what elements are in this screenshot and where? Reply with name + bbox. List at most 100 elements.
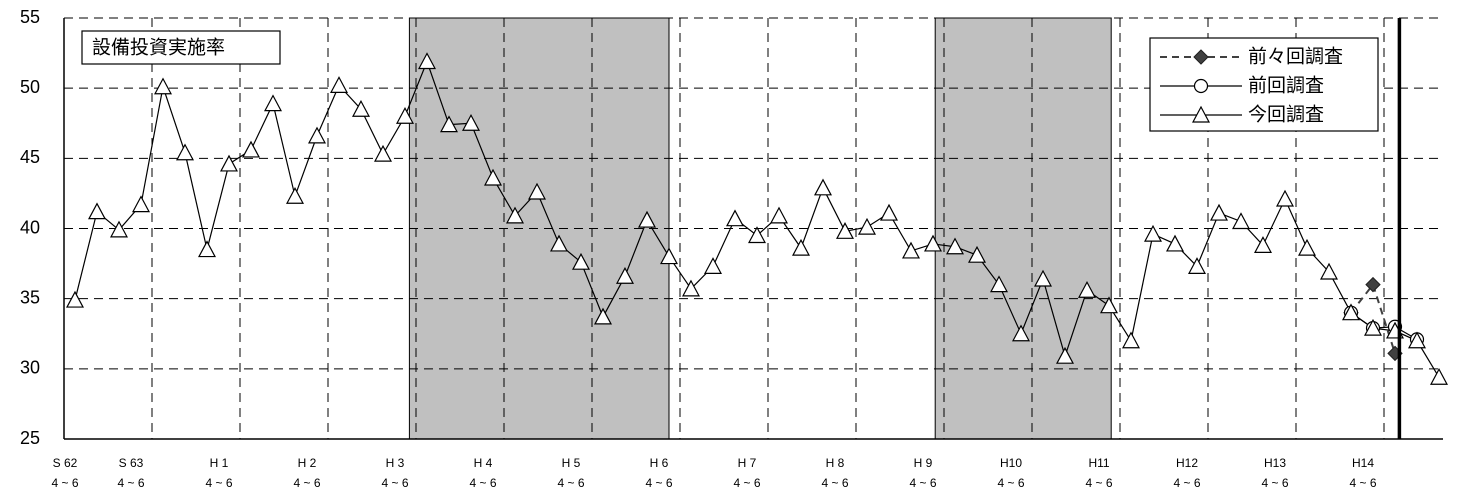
marker-triangle <box>902 241 920 259</box>
marker-triangle <box>286 186 304 204</box>
x-tick-sublabel: 4 ~ 6 <box>469 476 496 490</box>
marker-triangle <box>1298 238 1316 256</box>
marker-triangle <box>946 237 964 255</box>
x-tick-label: H 4 <box>474 456 493 470</box>
x-tick-sublabel: 4 ~ 6 <box>821 476 848 490</box>
x-tick-label: H11 <box>1088 456 1109 470</box>
x-tick-label: H 7 <box>738 456 757 470</box>
marker-triangle <box>462 113 480 131</box>
x-tick-sublabel: 4 ~ 6 <box>1261 476 1288 490</box>
marker-triangle <box>1122 331 1140 349</box>
marker-triangle <box>440 115 458 133</box>
x-tick-label: S 62 <box>53 456 78 470</box>
marker-triangle <box>1012 324 1030 342</box>
legend-label: 今回調査 <box>1248 104 1324 126</box>
marker-triangle <box>308 126 326 144</box>
marker-triangle <box>1056 346 1074 364</box>
marker-triangle <box>197 240 217 258</box>
marker-triangle <box>1320 262 1338 280</box>
x-tick-sublabel: 4 ~ 6 <box>205 476 232 490</box>
marker-triangle <box>968 245 986 263</box>
marker-triangle <box>506 206 524 224</box>
marker-triangle <box>858 217 876 235</box>
marker-triangle <box>418 52 436 70</box>
title-box <box>81 30 281 65</box>
marker-triangle <box>726 209 744 227</box>
x-tick-label: H 2 <box>298 456 317 470</box>
x-tick-sublabel: 4 ~ 6 <box>557 476 584 490</box>
marker-triangle <box>1100 296 1118 314</box>
y-tick-label: 35 <box>20 287 40 307</box>
y-tick-label: 55 <box>20 7 40 27</box>
marker-triangle <box>1188 257 1206 274</box>
legend-label: 前々回調査 <box>1248 46 1343 68</box>
y-tick-label: 40 <box>20 217 40 237</box>
marker-triangle <box>1254 236 1272 253</box>
marker-triangle <box>1034 269 1052 287</box>
x-tick-label: H 6 <box>650 456 669 470</box>
y-tick-label: 30 <box>20 358 40 378</box>
y-tick-label: 45 <box>20 147 40 167</box>
marker-triangle <box>396 106 414 124</box>
x-tick-sublabel: 4 ~ 6 <box>733 476 760 490</box>
marker-triangle <box>616 266 634 284</box>
x-tick-label: H 8 <box>826 456 845 470</box>
marker-triangle <box>220 154 238 172</box>
marker-triangle <box>924 234 942 252</box>
x-tick-sublabel: 4 ~ 6 <box>293 476 320 490</box>
shaded-period <box>408 17 670 440</box>
legend-label: 前回調査 <box>1248 75 1324 97</box>
marker-triangle <box>682 279 700 297</box>
y-tick-label: 25 <box>20 428 40 448</box>
marker-triangle <box>1408 331 1426 349</box>
marker-triangle <box>242 140 260 158</box>
x-tick-label: H 3 <box>386 456 405 470</box>
x-tick-label: H 5 <box>562 456 581 470</box>
x-tick-sublabel: 4 ~ 6 <box>1349 476 1376 490</box>
marker-triangle <box>880 203 898 221</box>
marker-triangle <box>990 275 1008 293</box>
marker-triangle <box>330 76 348 93</box>
marker-triangle <box>110 220 128 238</box>
x-tick-label: H10 <box>1000 456 1022 470</box>
marker-triangle <box>1192 105 1210 123</box>
x-tick-label: H12 <box>1176 456 1198 470</box>
marker-circle <box>1193 78 1209 94</box>
marker-triangle <box>176 143 194 161</box>
marker-triangle <box>704 257 722 274</box>
x-tick-label: H 1 <box>210 456 229 470</box>
x-tick-label: S 63 <box>119 456 144 470</box>
marker-triangle <box>264 94 282 112</box>
y-tick-label: 50 <box>20 77 40 97</box>
marker-triangle <box>1276 189 1294 207</box>
marker-triangle <box>1166 234 1184 252</box>
marker-triangle <box>352 99 370 117</box>
marker-triangle <box>1144 224 1162 242</box>
marker-triangle <box>1430 367 1448 385</box>
marker-triangle <box>1210 203 1228 221</box>
x-tick-sublabel: 4 ~ 6 <box>1173 476 1200 490</box>
marker-triangle <box>484 168 502 186</box>
marker-triangle <box>572 252 590 270</box>
x-tick-sublabel: 4 ~ 6 <box>909 476 936 490</box>
marker-triangle <box>792 238 810 256</box>
marker-triangle <box>66 290 84 308</box>
marker-triangle <box>154 77 172 95</box>
x-tick-sublabel: 4 ~ 6 <box>51 476 78 490</box>
x-tick-label: H13 <box>1264 456 1286 470</box>
marker-triangle <box>748 226 766 244</box>
marker-triangle <box>132 195 150 213</box>
marker-triangle <box>770 206 788 224</box>
marker-triangle <box>836 222 854 239</box>
marker-triangle <box>550 234 568 252</box>
marker-triangle <box>594 307 612 325</box>
x-tick-sublabel: 4 ~ 6 <box>381 476 408 490</box>
marker-diamond <box>1193 49 1209 65</box>
marker-triangle <box>374 144 392 162</box>
marker-triangle <box>638 210 656 228</box>
marker-diamond <box>1365 276 1381 293</box>
x-tick-sublabel: 4 ~ 6 <box>117 476 144 490</box>
marker-triangle <box>1342 303 1360 321</box>
x-tick-sublabel: 4 ~ 6 <box>997 476 1024 490</box>
